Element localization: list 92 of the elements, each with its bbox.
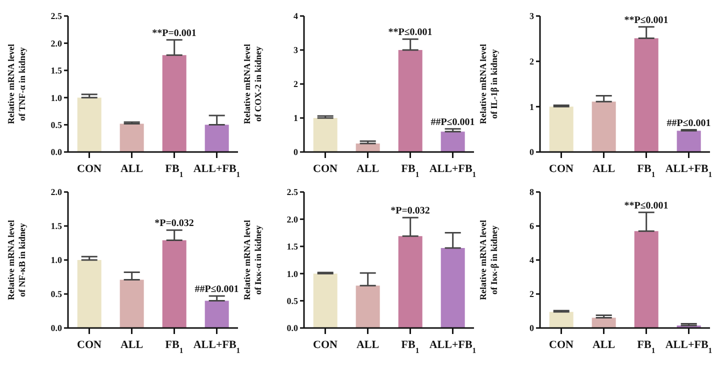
annotation: ##P≤0.001 bbox=[194, 284, 239, 296]
x-tick-label: CON bbox=[549, 163, 574, 175]
x-tick-label: ALL bbox=[356, 339, 380, 351]
bar bbox=[440, 248, 465, 328]
y-tick-label: 1 bbox=[530, 102, 534, 112]
y-tick-label: 1.0 bbox=[286, 268, 298, 279]
bar bbox=[549, 312, 574, 328]
x-tick-label: FB$_{1}$ bbox=[165, 339, 184, 354]
y-tick-label: 1.0 bbox=[50, 92, 62, 103]
y-tick-label: 2.0 bbox=[286, 214, 298, 224]
x-tick-label: ALL+FB$_{1}$ bbox=[429, 339, 476, 354]
x-tick-label: CON bbox=[77, 163, 102, 175]
y-tick-label: 4 bbox=[530, 255, 534, 266]
y-tick-label: 0.5 bbox=[50, 289, 62, 300]
bar bbox=[356, 286, 380, 328]
y-tick-label: 2 bbox=[530, 289, 534, 300]
x-tick-label: ALL+FB$_{1}$ bbox=[665, 339, 712, 354]
y-axis-title: Relative mRNA level of TNF-α in kidney bbox=[6, 44, 27, 124]
annotation: **P=0.001 bbox=[152, 28, 196, 39]
annotation: *P=0.032 bbox=[154, 218, 194, 230]
bar bbox=[204, 124, 229, 152]
y-tick-label: 1.0 bbox=[50, 255, 62, 266]
y-tick-label: 0 bbox=[530, 323, 534, 334]
annotation: **P≤0.001 bbox=[388, 27, 432, 38]
bar bbox=[634, 38, 658, 152]
bar bbox=[77, 260, 102, 328]
y-tick-label: 0.5 bbox=[50, 120, 62, 130]
bar bbox=[313, 118, 338, 152]
x-tick-label: CON bbox=[313, 163, 338, 175]
y-axis-title: Relative mRNA level of NF-κB in kidney bbox=[6, 220, 27, 300]
y-tick-label: 1.5 bbox=[50, 66, 62, 76]
y-tick-label: 2.5 bbox=[286, 187, 298, 198]
x-tick-label: FB$_{1}$ bbox=[165, 163, 184, 178]
annotation: ##P≤0.001 bbox=[430, 116, 475, 128]
y-tick-label: 0.0 bbox=[50, 323, 62, 334]
x-tick-label: FB$_{1}$ bbox=[637, 339, 656, 354]
y-tick-label: 2.0 bbox=[50, 187, 62, 198]
bar bbox=[162, 55, 186, 152]
bar bbox=[313, 274, 338, 328]
bar bbox=[676, 130, 701, 152]
bar bbox=[204, 300, 229, 328]
y-axis-title: Relative mRNA level of Iκκ-α in kidney bbox=[242, 220, 263, 300]
x-tick-label: ALL bbox=[592, 339, 616, 351]
bar bbox=[162, 240, 186, 328]
y-tick-label: 3 bbox=[294, 45, 298, 56]
bar bbox=[592, 102, 616, 152]
x-tick-label: FB$_{1}$ bbox=[401, 339, 420, 354]
y-axis-title: Relative mRNA level of Iκκ-β in kidney bbox=[478, 220, 499, 300]
x-tick-label: ALL bbox=[592, 163, 616, 175]
annotation: ##P≤0.001 bbox=[666, 118, 711, 129]
bar bbox=[549, 106, 574, 152]
x-tick-label: CON bbox=[77, 339, 102, 351]
y-axis-title: Relative mRNA level of COX-2 in kidney bbox=[242, 44, 263, 124]
y-tick-label: 8 bbox=[530, 187, 534, 198]
bar bbox=[592, 318, 616, 328]
y-tick-label: 6 bbox=[530, 221, 534, 232]
y-tick-label: 1 bbox=[294, 113, 298, 124]
y-tick-label: 2.0 bbox=[50, 38, 62, 48]
x-tick-label: ALL+FB$_{1}$ bbox=[429, 163, 476, 178]
y-tick-label: 2.5 bbox=[50, 11, 62, 22]
x-tick-label: ALL bbox=[120, 163, 144, 175]
x-tick-label: ALL bbox=[120, 339, 144, 351]
x-tick-label: ALL+FB$_{1}$ bbox=[665, 163, 712, 178]
x-tick-label: ALL+FB$_{1}$ bbox=[193, 339, 240, 354]
y-tick-label: 0 bbox=[294, 147, 298, 158]
y-tick-label: 2 bbox=[530, 56, 534, 67]
y-tick-label: 3 bbox=[530, 11, 534, 22]
x-tick-label: ALL+FB$_{1}$ bbox=[193, 163, 240, 178]
y-tick-label: 1.5 bbox=[50, 221, 62, 232]
annotation: *P=0.032 bbox=[390, 206, 430, 217]
x-tick-label: CON bbox=[313, 339, 338, 351]
y-tick-label: 4 bbox=[294, 11, 298, 22]
y-tick-label: 0.5 bbox=[286, 296, 298, 306]
bar bbox=[440, 132, 465, 152]
x-tick-label: CON bbox=[549, 339, 574, 351]
y-tick-label: 0 bbox=[530, 147, 534, 158]
bar bbox=[398, 236, 422, 328]
annotation: **P≤0.001 bbox=[624, 14, 668, 26]
y-tick-label: 0.0 bbox=[286, 323, 298, 334]
annotation: **P≤0.001 bbox=[624, 200, 668, 212]
x-tick-label: FB$_{1}$ bbox=[401, 163, 420, 178]
x-tick-label: FB$_{1}$ bbox=[637, 163, 656, 178]
bar bbox=[120, 280, 144, 328]
y-tick-label: 2 bbox=[294, 79, 298, 90]
bar bbox=[398, 50, 422, 152]
bar bbox=[120, 124, 144, 152]
bar bbox=[77, 98, 102, 152]
x-tick-label: ALL bbox=[356, 163, 380, 175]
y-tick-label: 1.5 bbox=[286, 242, 298, 252]
bar bbox=[634, 231, 658, 328]
y-axis-title: Relative mRNA level of IL-1β in kidney bbox=[478, 44, 499, 124]
y-tick-label: 0.0 bbox=[50, 147, 62, 158]
